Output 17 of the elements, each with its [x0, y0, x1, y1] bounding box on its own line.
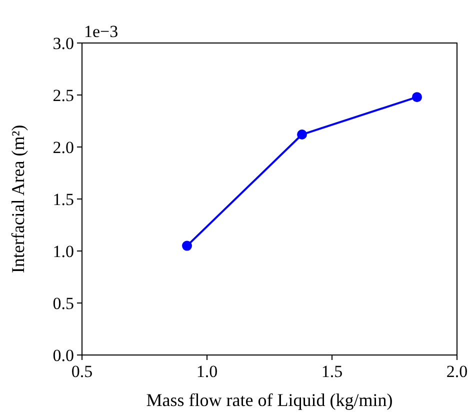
- point: [412, 92, 422, 102]
- x-tick-label: 1.5: [321, 362, 343, 381]
- point: [182, 240, 192, 251]
- y-tick-label: 0.5: [52, 294, 74, 313]
- x-tick-label: 0.5: [71, 362, 93, 381]
- y-tick-label: 3.0: [52, 34, 74, 53]
- point: [297, 130, 307, 140]
- x-tick-label: 2.0: [446, 362, 468, 381]
- x-tick-label: 1.0: [196, 362, 218, 381]
- y-tick-label: 2.5: [52, 86, 74, 105]
- y-tick-label: 1.5: [52, 190, 74, 209]
- y-tick-label: 0.0: [52, 346, 74, 365]
- y-tick-label: 1.0: [52, 242, 74, 261]
- y-axis-title: Interfacial Area (m²): [8, 124, 28, 274]
- x-axis-title: Mass flow rate of Liquid (kg/min): [146, 390, 393, 410]
- text: 1e−3: [84, 22, 118, 41]
- y-tick-label: 2.0: [52, 138, 74, 157]
